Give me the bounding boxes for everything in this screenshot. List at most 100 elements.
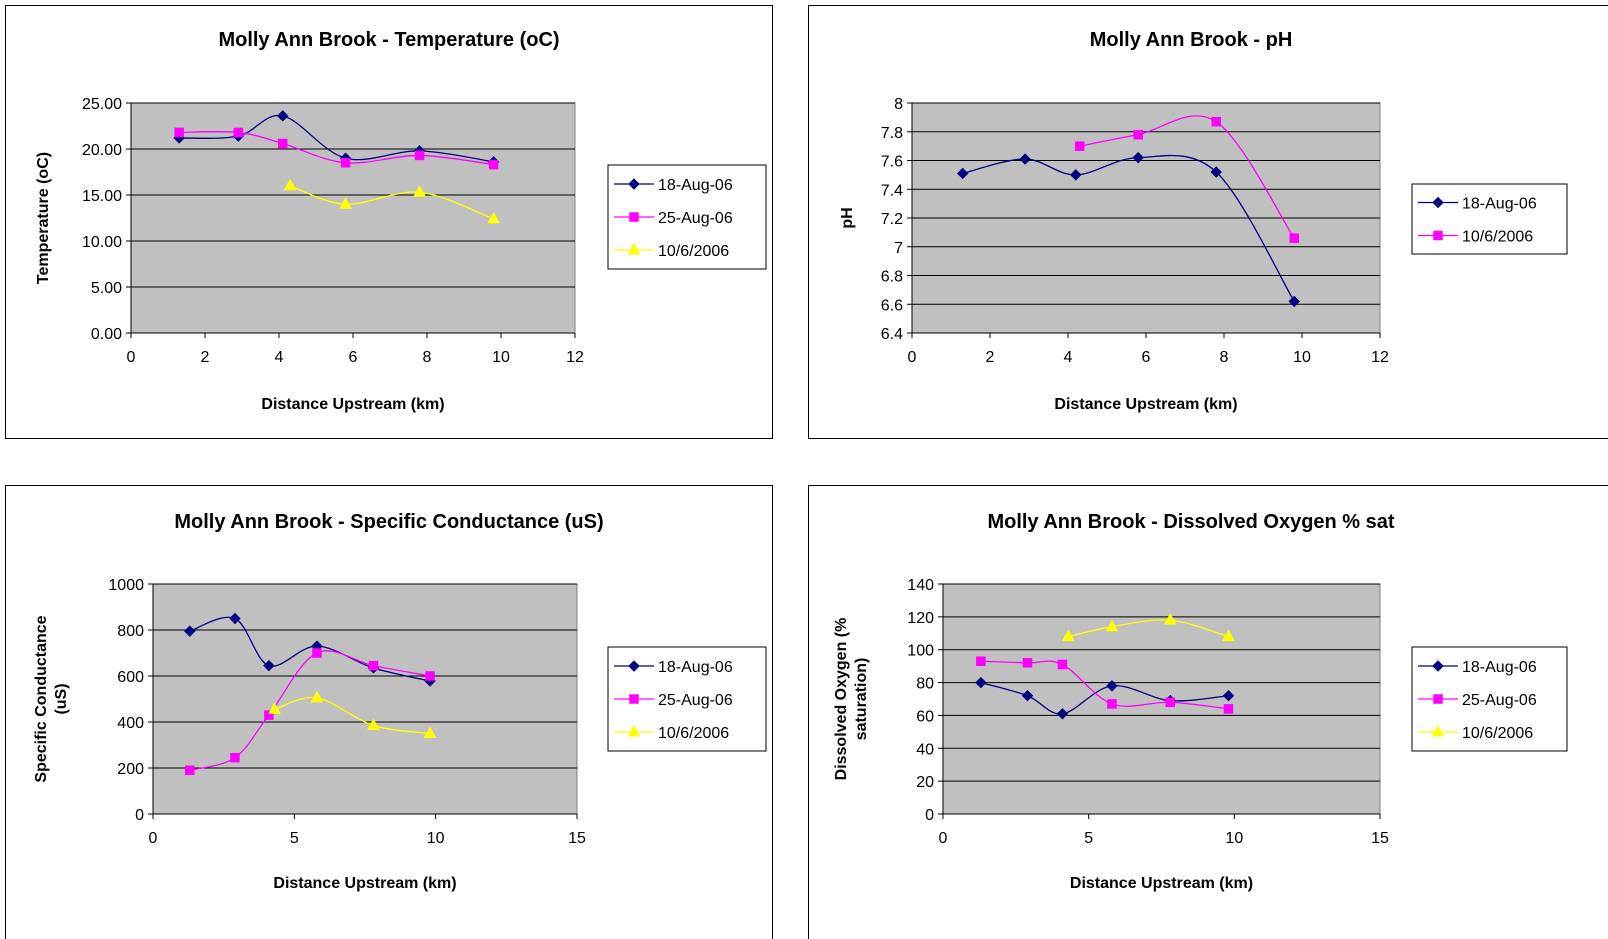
ph-x-tick-label: 10 — [1293, 349, 1311, 366]
conductance-data-point — [263, 659, 275, 672]
temperature-legend-marker — [628, 178, 640, 190]
dissolved-oxygen-series-2 — [1061, 613, 1235, 642]
conductance-x-tick-label: 10 — [427, 830, 445, 847]
conductance-y-tick-label: 200 — [117, 761, 144, 778]
ph-legend-marker — [1432, 196, 1444, 209]
conductance-data-point — [184, 625, 196, 637]
temperature-series-1 — [174, 127, 499, 170]
ph-x-tick-label: 2 — [986, 349, 995, 366]
ph-y-tick-label: 7.4 — [881, 182, 903, 199]
conductance-x-axis-label: Distance Upstream (km) — [273, 875, 456, 892]
temperature-legend-label: 10/6/2006 — [658, 243, 729, 260]
ph-legend-box — [1411, 183, 1568, 255]
ph-legend-label: 18-Aug-06 — [1462, 196, 1537, 213]
dissolved-oxygen-data-point — [1021, 690, 1034, 702]
dissolved-oxygen-y-tick-label: 80 — [916, 676, 934, 693]
ph-y-tick-label: 7.2 — [881, 211, 903, 228]
ph-legend-marker — [1433, 230, 1443, 241]
ph-y-tick-label: 7.8 — [881, 125, 903, 142]
temperature-data-point — [414, 150, 425, 161]
ph-y-tick-label: 8 — [894, 96, 903, 113]
conductance-y-tick-label: 0 — [135, 807, 144, 824]
ph-y-axis-label: pH — [839, 207, 856, 228]
conductance-data-point — [367, 718, 380, 730]
dissolved-oxygen-y-tick-label: 120 — [907, 610, 934, 627]
temperature-legend-label: 25-Aug-06 — [658, 210, 733, 227]
ph-x-tick-label: 8 — [1220, 349, 1229, 366]
ph-chart-title: Molly Ann Brook - pH — [1090, 29, 1293, 51]
conductance-legend-marker — [628, 660, 640, 672]
temperature-x-tick-label: 2 — [201, 349, 210, 366]
ph-x-tick-label: 4 — [1064, 349, 1073, 366]
ph-y-tick-label: 7.6 — [881, 154, 903, 171]
dissolved-oxygen-data-point — [1022, 658, 1033, 668]
ph-data-point — [956, 167, 969, 180]
conductance-legend-marker — [627, 724, 641, 737]
ph-series-1 — [1074, 115, 1299, 243]
ph-data-point — [1211, 116, 1221, 127]
dissolved-oxygen-y-tick-label: 140 — [907, 577, 934, 594]
temperature-data-point — [233, 127, 244, 138]
temperature-plot-area — [130, 102, 576, 334]
conductance-y-tick-label: 800 — [117, 623, 144, 640]
dissolved-oxygen-data-point — [1222, 690, 1235, 702]
temperature-chart-title: Molly Ann Brook - Temperature (oC) — [218, 29, 559, 51]
temperature-data-point — [413, 185, 426, 197]
dissolved-oxygen-data-point — [1061, 629, 1075, 642]
temperature-legend-marker — [627, 242, 641, 255]
temperature-data-point — [174, 127, 184, 138]
dissolved-oxygen-x-tick-label: 0 — [939, 830, 948, 847]
ph-x-axis-label: Distance Upstream (km) — [1054, 396, 1237, 413]
temperature-x-tick-label: 0 — [127, 349, 136, 366]
temperature-y-tick-label: 0.00 — [91, 326, 122, 343]
dissolved-oxygen-data-point — [1223, 704, 1234, 714]
ph-y-tick-label: 6.6 — [881, 297, 903, 314]
conductance-x-tick-label: 5 — [290, 830, 299, 847]
ph-series-0 — [956, 151, 1300, 308]
conductance-series-2 — [268, 690, 437, 738]
temperature-x-tick-label: 6 — [349, 349, 358, 366]
conductance-y-axis-label: Specific Conductance (uS) — [33, 615, 70, 782]
temperature-y-tick-label: 15.00 — [82, 188, 122, 205]
conductance-data-point — [264, 710, 274, 720]
ph-data-point — [1074, 141, 1085, 151]
conductance-legend-marker — [629, 694, 639, 704]
temperature-y-tick-label: 10.00 — [82, 234, 122, 251]
dissolved-oxygen-data-point — [1222, 629, 1235, 642]
dissolved-oxygen-y-tick-label: 40 — [916, 741, 934, 758]
conductance-y-tick-label: 600 — [117, 669, 144, 686]
ph-data-point — [1210, 166, 1222, 178]
conductance-x-tick-label: 15 — [568, 830, 586, 847]
temperature-x-axis-label: Distance Upstream (km) — [261, 396, 444, 413]
conductance-series-1 — [184, 648, 435, 776]
dissolved-oxygen-data-point — [1105, 619, 1119, 632]
ph-legend: 18-Aug-06 10/6/2006 — [1411, 183, 1568, 255]
ph-x-tick-label: 6 — [1142, 349, 1151, 366]
temperature-x-tick-label: 8 — [423, 349, 432, 366]
dissolved-oxygen-legend-label: 10/6/2006 — [1462, 725, 1533, 742]
dissolved-oxygen-data-point — [975, 676, 987, 689]
dissolved-oxygen-x-tick-label: 10 — [1225, 830, 1243, 847]
temperature-data-point — [340, 158, 351, 168]
dissolved-oxygen-x-axis-label: Distance Upstream (km) — [1070, 875, 1253, 892]
ph-data-point — [1288, 295, 1300, 308]
dissolved-oxygen-data-point — [1107, 699, 1117, 709]
temperature-data-point — [488, 159, 499, 170]
conductance-data-point — [184, 765, 195, 776]
temperature-chart: 0.00 5.00 10.00 15.00 20.00 25.00 0 2 4 6 8 10 12 Mol… — [35, 29, 767, 413]
temperature-x-tick-label: 12 — [566, 349, 584, 366]
dissolved-oxygen-y-tick-label: 0 — [925, 807, 934, 824]
conductance-legend-label: 18-Aug-06 — [658, 659, 733, 676]
temperature-series-2 — [283, 178, 500, 224]
ph-y-tick-label: 6.4 — [881, 326, 903, 343]
dissolved-oxygen-data-point — [1057, 659, 1068, 670]
ph-y-tick-label: 7 — [894, 240, 903, 257]
conductance-chart-title: Molly Ann Brook - Specific Conductance (… — [174, 511, 603, 533]
dissolved-oxygen-y-axis-label: Dissolved Oxygen (% saturation) — [833, 618, 870, 781]
dissolved-oxygen-legend-marker — [1433, 694, 1443, 704]
temperature-data-point — [283, 178, 297, 191]
temperature-data-point — [487, 211, 500, 224]
ph-data-point — [1019, 153, 1031, 165]
conductance-legend-label: 10/6/2006 — [658, 725, 729, 742]
